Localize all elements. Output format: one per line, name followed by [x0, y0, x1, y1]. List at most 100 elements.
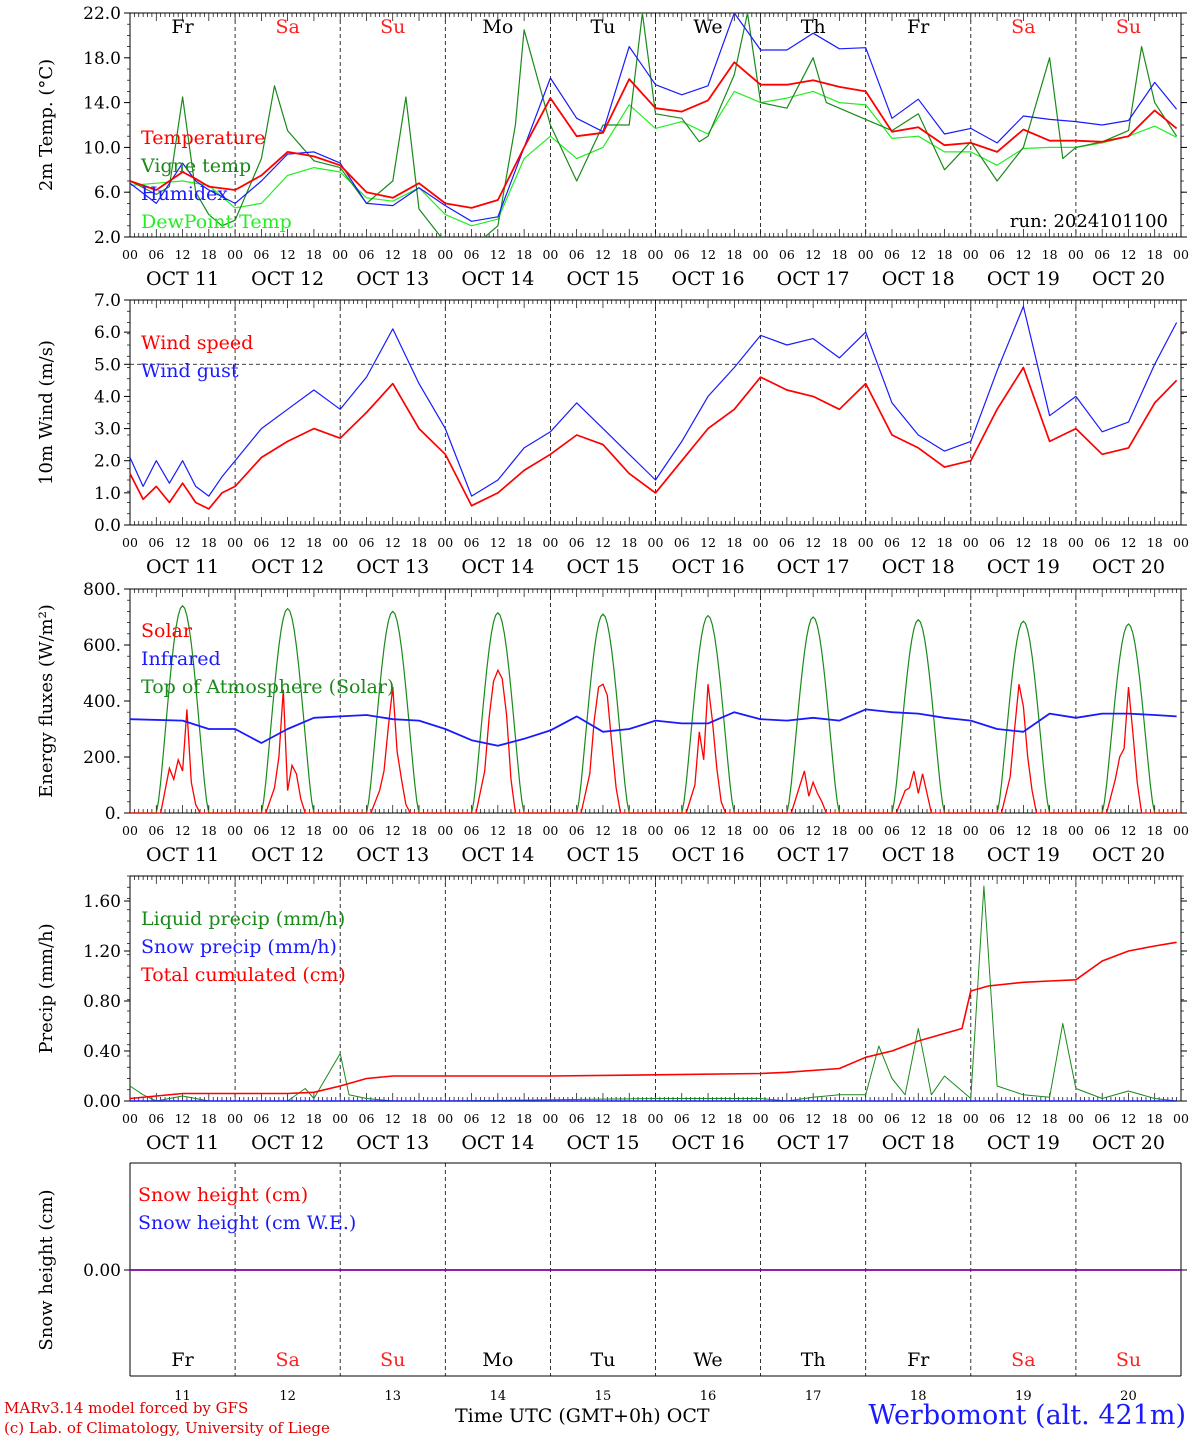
y-tick-label: 5.0 [94, 355, 121, 375]
series-line-solar [130, 668, 1181, 814]
day-name: Tu [590, 16, 615, 38]
date-label: OCT 16 [672, 844, 745, 866]
y-tick-label: 1.60 [83, 892, 121, 912]
y-tick-label: 0.0 [94, 516, 121, 536]
hour-label: 12 [175, 823, 191, 838]
run-label: run: 2024101100 [1010, 211, 1168, 232]
date-label: OCT 20 [1092, 556, 1165, 578]
hour-label: 06 [569, 247, 585, 262]
hour-label: 12 [175, 247, 191, 262]
date-label: OCT 16 [672, 556, 745, 578]
day-name: Fr [171, 1349, 194, 1371]
hour-label: 00 [122, 823, 138, 838]
legend-entry: Infrared [141, 648, 221, 670]
hour-label: 12 [595, 823, 611, 838]
y-tick-label: 1.0 [94, 484, 121, 504]
hour-label: 06 [464, 535, 480, 550]
legend-entry: Vigne temp [140, 155, 251, 177]
y-axis-label: Snow height (cm) [36, 1189, 57, 1350]
date-label: OCT 15 [566, 844, 639, 866]
hour-label: 18 [516, 247, 532, 262]
hour-label: 18 [937, 247, 953, 262]
hour-label: 12 [1120, 247, 1136, 262]
hour-label: 18 [937, 535, 953, 550]
hour-label: 00 [858, 1111, 874, 1126]
series-line-total-cumulated-cm- [129, 941, 1177, 1100]
hour-label: 00 [858, 247, 874, 262]
hour-label: 00 [963, 823, 979, 838]
date-label: OCT 18 [882, 556, 955, 578]
hour-label: 18 [831, 1111, 847, 1126]
date-label: OCT 12 [251, 1132, 324, 1154]
date-label: OCT 19 [987, 268, 1060, 290]
model-credit: MARv3.14 model forced by GFS [4, 1399, 249, 1417]
hour-label: 06 [779, 823, 795, 838]
hour-label: 18 [726, 535, 742, 550]
day-name: Su [380, 1349, 405, 1371]
date-label: OCT 19 [987, 1132, 1060, 1154]
hour-label: 12 [595, 1111, 611, 1126]
hour-label: 06 [674, 535, 690, 550]
hour-label: 18 [516, 823, 532, 838]
date-label: OCT 17 [777, 844, 850, 866]
y-axis-label: 2m Temp. (°C) [36, 59, 57, 191]
hour-label: 18 [621, 535, 637, 550]
series-line-humidex [130, 13, 1178, 222]
hour-label: 00 [753, 247, 769, 262]
hour-label: 00 [753, 823, 769, 838]
date-label: OCT 14 [461, 1132, 534, 1154]
hour-label: 06 [779, 1111, 795, 1126]
hour-label: 00 [122, 247, 138, 262]
date-label: OCT 14 [461, 844, 534, 866]
hour-label: 18 [831, 247, 847, 262]
hour-label: 12 [385, 1111, 401, 1126]
hour-label: 00 [963, 1111, 979, 1126]
hour-label: 00 [858, 823, 874, 838]
hour-label: 06 [989, 535, 1005, 550]
hour-label: 18 [1042, 535, 1058, 550]
date-label: OCT 18 [882, 268, 955, 290]
hour-label: 06 [359, 247, 375, 262]
hour-label: 00 [648, 823, 664, 838]
hour-label: 12 [700, 535, 716, 550]
y-tick-label: 2.0 [94, 228, 121, 248]
day-number: 11 [174, 1389, 191, 1404]
date-label: OCT 13 [356, 844, 429, 866]
hour-label: 00 [227, 1111, 243, 1126]
y-tick-label: 4.0 [94, 387, 121, 407]
hour-label: 18 [1042, 247, 1058, 262]
hour-label: 06 [569, 535, 585, 550]
hour-label: 12 [490, 535, 506, 550]
date-label: OCT 16 [672, 268, 745, 290]
hour-label: 12 [1120, 535, 1136, 550]
hour-label: 06 [464, 823, 480, 838]
hour-label: 12 [490, 247, 506, 262]
hour-label: 12 [385, 535, 401, 550]
y-tick-label: 6.0 [94, 323, 121, 343]
hour-label: 06 [674, 1111, 690, 1126]
hour-label: 12 [700, 247, 716, 262]
hour-label: 06 [674, 247, 690, 262]
hour-label: 00 [437, 1111, 453, 1126]
hour-label: 12 [490, 823, 506, 838]
day-name: Mo [482, 16, 513, 38]
day-number: 14 [490, 1389, 507, 1404]
day-number: 15 [595, 1389, 612, 1404]
date-label: OCT 14 [461, 268, 534, 290]
y-tick-label: 0.00 [83, 1092, 121, 1112]
hour-label: 18 [516, 1111, 532, 1126]
hour-label: 12 [1120, 823, 1136, 838]
y-tick-label: 10.0 [83, 138, 121, 158]
hour-label: 06 [148, 247, 164, 262]
series-line-temperature [130, 61, 1178, 209]
hour-label: 06 [253, 535, 269, 550]
hour-label: 06 [464, 247, 480, 262]
day-number: 13 [384, 1389, 401, 1404]
hour-label: 12 [700, 1111, 716, 1126]
hour-label: 00 [1173, 535, 1189, 550]
day-number: 16 [700, 1389, 717, 1404]
hour-label: 06 [253, 247, 269, 262]
legend-entry: Liquid precip (mm/h) [141, 908, 345, 930]
hour-label: 06 [148, 1111, 164, 1126]
y-tick-label: 600. [83, 636, 121, 656]
